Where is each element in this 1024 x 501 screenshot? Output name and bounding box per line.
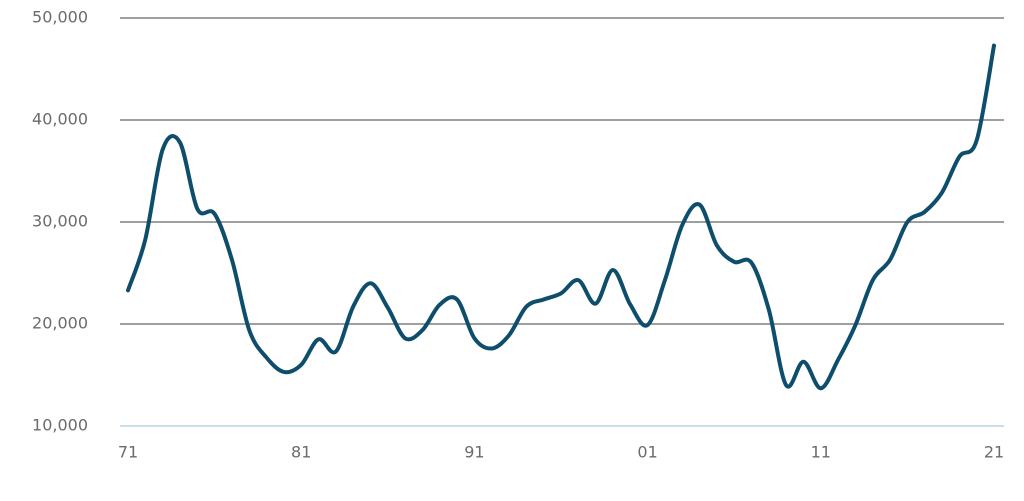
y-tick-label: 40,000	[32, 110, 88, 129]
y-tick-label: 50,000	[32, 8, 88, 27]
data-line	[126, 43, 996, 391]
x-tick-label: 81	[291, 443, 311, 462]
y-tick-label: 20,000	[32, 314, 88, 333]
x-tick-label: 21	[984, 443, 1004, 462]
x-tick-label: 91	[464, 443, 484, 462]
x-tick-label: 71	[118, 443, 138, 462]
x-tick-label: 01	[637, 443, 657, 462]
x-tick-label: 11	[811, 443, 831, 462]
y-tick-label: 30,000	[32, 212, 88, 231]
y-tick-label: 10,000	[32, 416, 88, 435]
